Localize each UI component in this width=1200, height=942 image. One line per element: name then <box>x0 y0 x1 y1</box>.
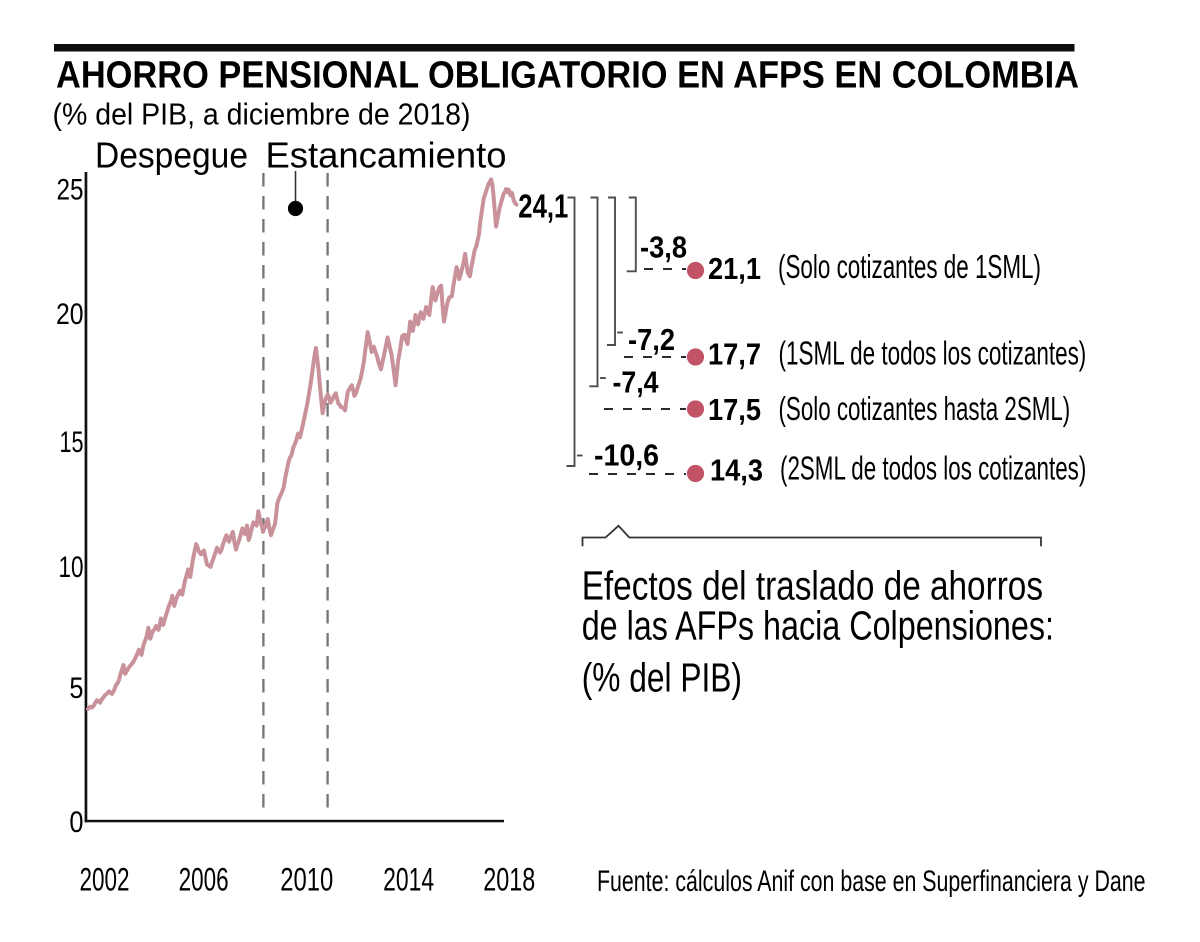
svg-text:(% del PIB, a diciembre de 201: (% del PIB, a diciembre de 2018) <box>53 97 471 132</box>
svg-text:Fuente: cálculos Anif con base: Fuente: cálculos Anif con base en Superf… <box>597 865 1146 898</box>
svg-text:(% del PIB): (% del PIB) <box>582 654 742 700</box>
svg-text:20: 20 <box>56 298 84 331</box>
svg-text:de las AFPs hacia Colpensiones: de las AFPs hacia Colpensiones: <box>582 602 1054 648</box>
svg-text:(Solo cotizantes hasta 2SML): (Solo cotizantes hasta 2SML) <box>779 390 1071 427</box>
svg-text:25: 25 <box>57 173 84 206</box>
svg-text:0: 0 <box>69 806 83 839</box>
svg-text:15: 15 <box>60 426 84 459</box>
svg-text:(1SML de todos los cotizantes): (1SML de todos los cotizantes) <box>779 335 1087 372</box>
svg-text:-10,6: -10,6 <box>594 438 659 472</box>
svg-text:14,3: 14,3 <box>710 453 763 488</box>
svg-text:17,5: 17,5 <box>708 392 761 427</box>
svg-text:Efectos del traslado de ahorro: Efectos del traslado de ahorros <box>582 563 1043 609</box>
svg-text:-7,4: -7,4 <box>613 366 659 400</box>
svg-text:-7,2: -7,2 <box>628 323 675 357</box>
svg-text:2014: 2014 <box>383 862 434 898</box>
svg-text:(Solo cotizantes de 1SML): (Solo cotizantes de 1SML) <box>778 248 1041 285</box>
svg-text:10: 10 <box>59 551 84 584</box>
svg-text:AHORRO PENSIONAL OBLIGATORIO E: AHORRO PENSIONAL OBLIGATORIO EN AFPS EN … <box>56 55 1079 97</box>
svg-text:2006: 2006 <box>179 862 229 898</box>
svg-text:Despegue: Despegue <box>95 135 248 176</box>
svg-text:-3,8: -3,8 <box>640 231 687 265</box>
svg-text:5: 5 <box>69 672 83 705</box>
svg-text:24,1: 24,1 <box>518 188 568 225</box>
svg-text:2018: 2018 <box>483 862 535 898</box>
svg-text:(2SML de todos los cotizantes): (2SML de todos los cotizantes) <box>780 450 1086 487</box>
svg-text:21,1: 21,1 <box>708 251 761 286</box>
svg-text:2010: 2010 <box>280 862 333 898</box>
svg-text:Estancamiento: Estancamiento <box>266 135 507 176</box>
svg-text:17,7: 17,7 <box>708 337 761 372</box>
svg-text:2002: 2002 <box>80 862 130 898</box>
